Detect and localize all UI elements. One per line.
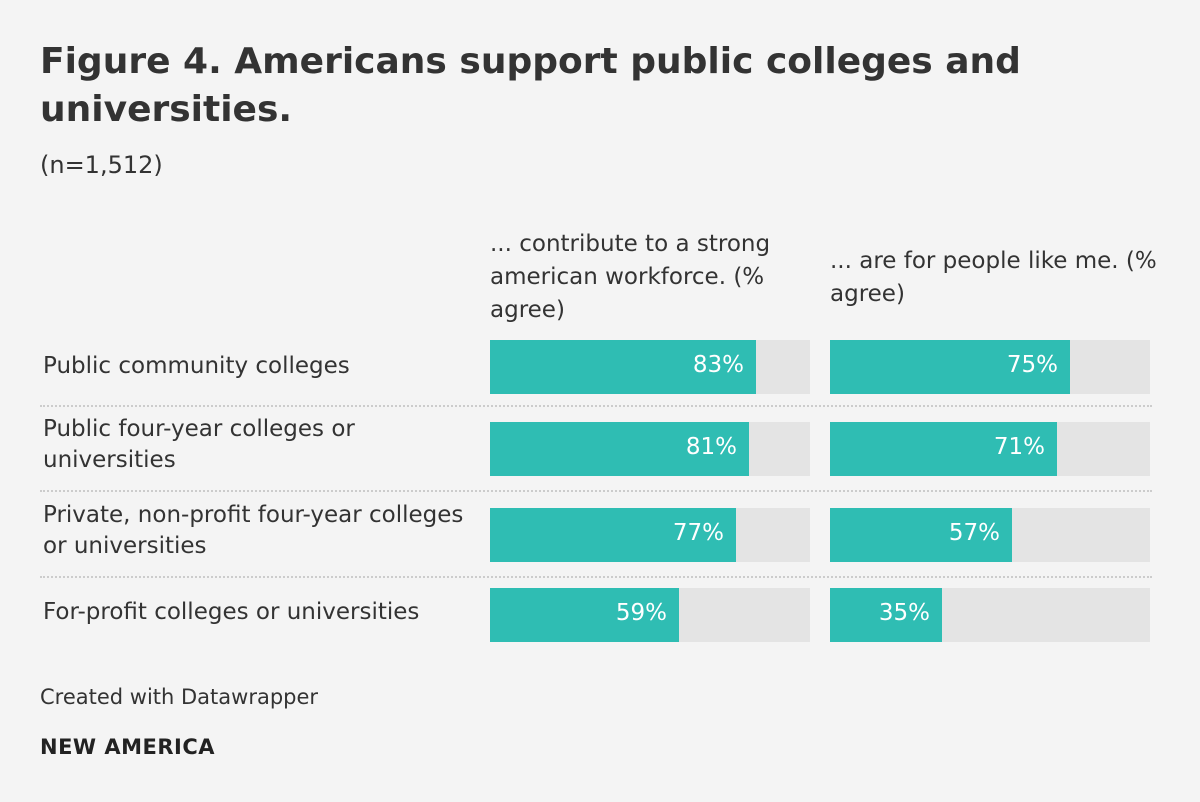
bar bbox=[830, 588, 942, 642]
bar-track: 35% bbox=[830, 588, 1150, 642]
bar-track: 71% bbox=[830, 422, 1150, 476]
row-divider bbox=[40, 490, 1152, 492]
series-header-people-like-me: ... are for people like me. (% agree) bbox=[830, 248, 1157, 307]
row-divider bbox=[40, 576, 1152, 578]
datawrapper-credit: Created with Datawrapper bbox=[40, 685, 319, 709]
bar bbox=[490, 508, 736, 562]
bar-value-label: 77% bbox=[672, 520, 724, 546]
bar-track: 75% bbox=[830, 340, 1150, 394]
new-america-logo: NEW AMERICA bbox=[40, 735, 216, 759]
row-label: Private, non-profit four-year colleges o… bbox=[43, 502, 464, 559]
bar bbox=[830, 508, 1012, 562]
row-label: Public four-year colleges or universitie… bbox=[43, 416, 355, 473]
row-divider bbox=[40, 405, 1152, 407]
chart-title: Figure 4. Americans support public colle… bbox=[40, 41, 1021, 130]
bar bbox=[490, 340, 756, 394]
row-label: Public community colleges bbox=[43, 353, 350, 379]
bar-value-label: 35% bbox=[878, 600, 930, 626]
bar-value-label: 75% bbox=[1006, 352, 1058, 378]
bar bbox=[490, 588, 679, 642]
bar bbox=[830, 422, 1057, 476]
chart-subtitle: (n=1,512) bbox=[40, 151, 163, 179]
bar-value-label: 83% bbox=[692, 352, 744, 378]
row-label: For-profit colleges or universities bbox=[43, 599, 420, 625]
bar bbox=[490, 422, 749, 476]
bar-track: 81% bbox=[490, 422, 810, 476]
bar bbox=[830, 340, 1070, 394]
bar-value-label: 59% bbox=[615, 600, 667, 626]
bar-value-label: 71% bbox=[993, 434, 1045, 460]
bar-value-label: 81% bbox=[685, 434, 737, 460]
bar-track: 83% bbox=[490, 340, 810, 394]
bar-track: 57% bbox=[830, 508, 1150, 562]
bar-track: 59% bbox=[490, 588, 810, 642]
bar-track: 77% bbox=[490, 508, 810, 562]
series-header-workforce: ... contribute to a strong american work… bbox=[490, 231, 771, 323]
bar-value-label: 57% bbox=[948, 520, 1000, 546]
